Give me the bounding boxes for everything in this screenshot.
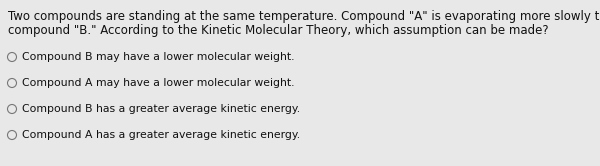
- Text: Compound B has a greater average kinetic energy.: Compound B has a greater average kinetic…: [22, 104, 300, 114]
- Text: Compound A may have a lower molecular weight.: Compound A may have a lower molecular we…: [22, 78, 295, 88]
- Text: compound "B." According to the Kinetic Molecular Theory, which assumption can be: compound "B." According to the Kinetic M…: [8, 24, 548, 37]
- Text: Compound B may have a lower molecular weight.: Compound B may have a lower molecular we…: [22, 52, 295, 62]
- Text: Compound A has a greater average kinetic energy.: Compound A has a greater average kinetic…: [22, 130, 300, 140]
- Text: Two compounds are standing at the same temperature. Compound "A" is evaporating : Two compounds are standing at the same t…: [8, 10, 600, 23]
